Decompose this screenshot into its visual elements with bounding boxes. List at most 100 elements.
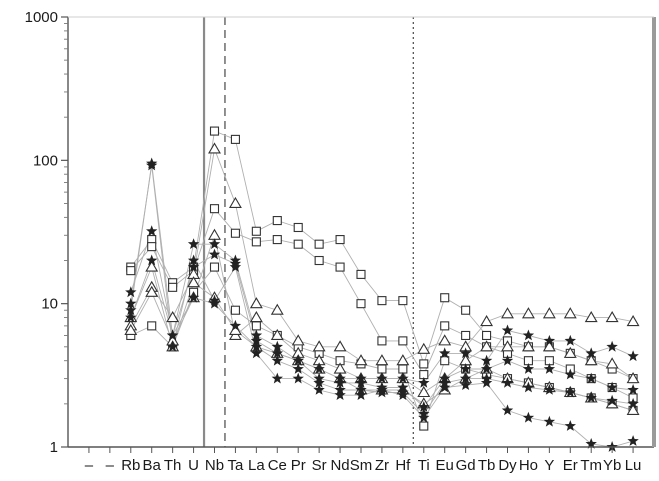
x-tick-label: Sm: [350, 457, 373, 474]
triangle-marker: [480, 340, 494, 352]
x-tick-label: Ce: [268, 457, 287, 474]
star-marker: [313, 363, 325, 374]
square-marker: [230, 134, 240, 144]
square-marker: [335, 262, 345, 272]
square-marker: [230, 228, 240, 238]
y-tick-label: 1: [50, 439, 58, 456]
square-marker: [398, 296, 408, 306]
star-marker: [564, 386, 576, 398]
square-marker: [440, 293, 450, 303]
star-marker: [522, 329, 535, 341]
square-marker: [251, 321, 261, 331]
square-marker: [251, 237, 261, 247]
x-tick-label: U: [188, 457, 199, 474]
star-marker: [418, 376, 430, 388]
star-marker: [459, 347, 472, 359]
triangle-marker: [521, 307, 535, 319]
star-marker: [125, 297, 137, 309]
square-marker: [356, 269, 366, 279]
triangle-marker: [166, 310, 180, 323]
square-marker: [377, 364, 387, 374]
square-marker: [272, 216, 282, 226]
star-marker: [606, 381, 618, 393]
triangle-marker: [501, 307, 514, 319]
star-marker: [334, 389, 346, 400]
square-marker: [251, 226, 261, 236]
star-marker: [564, 368, 576, 380]
star-marker: [250, 334, 263, 346]
star-marker: [459, 363, 472, 374]
star-marker: [564, 420, 576, 431]
star-marker: [187, 254, 200, 266]
y-tick-label: 10: [41, 296, 58, 313]
star-marker: [271, 347, 283, 359]
square-marker: [461, 330, 471, 341]
star-marker: [585, 391, 597, 403]
triangle-marker: [438, 334, 452, 346]
triangle-marker: [145, 260, 159, 272]
star-marker: [292, 363, 304, 374]
triangle-marker: [145, 285, 159, 297]
x-tick-label: –: [85, 457, 94, 474]
x-tick-label: Pr: [291, 457, 306, 474]
square-marker: [440, 321, 450, 331]
triangle-marker: [124, 323, 138, 336]
star-marker: [501, 376, 514, 388]
square-marker: [209, 126, 220, 136]
star-marker: [125, 286, 137, 298]
square-marker: [356, 299, 366, 309]
triangle-marker: [584, 310, 598, 323]
star-marker: [208, 294, 221, 306]
square-marker: [126, 266, 136, 276]
data-markers: [124, 126, 640, 452]
square-marker: [377, 296, 387, 306]
star-marker: [543, 363, 556, 374]
x-tick-label: Ho: [519, 457, 538, 474]
x-tick-label: Tb: [478, 457, 496, 474]
star-marker: [501, 404, 514, 416]
y-axis-ticks: 1 10 100 1000: [25, 9, 68, 456]
square-marker: [168, 282, 178, 292]
triangle-marker: [605, 357, 619, 369]
x-tick-label: Y: [544, 457, 554, 474]
star-marker: [146, 159, 158, 171]
x-axis-ticks: – – Rb Ba Th U Nb Ta La Ce Pr Sr Nd Sm Zr Hf Ti Eu Gd Tb Dy H…: [85, 447, 641, 474]
star-marker: [146, 225, 158, 237]
star-marker: [418, 411, 430, 423]
star-marker: [439, 347, 451, 359]
triangle-marker: [270, 303, 284, 315]
star-marker: [501, 354, 514, 366]
square-marker: [398, 364, 408, 374]
triangle-marker: [354, 354, 368, 366]
square-marker: [147, 321, 157, 331]
x-tick-label: Ba: [143, 457, 162, 474]
star-marker: [522, 411, 535, 423]
star-marker: [313, 384, 325, 395]
star-marker: [501, 324, 514, 336]
star-marker: [292, 354, 304, 366]
triangle-marker: [563, 346, 577, 358]
star-marker: [376, 372, 388, 384]
star-marker: [627, 384, 639, 395]
x-tick-label: Tm: [580, 457, 602, 474]
star-marker: [271, 340, 283, 352]
star-marker: [480, 363, 493, 374]
x-tick-label: Eu: [436, 457, 454, 474]
star-marker: [250, 340, 263, 352]
square-marker: [440, 356, 450, 366]
star-marker: [543, 334, 556, 346]
star-marker: [125, 311, 137, 323]
triangle-marker: [417, 342, 431, 354]
triangle-marker: [187, 276, 201, 288]
star-marker: [229, 319, 242, 331]
x-tick-label: Gd: [456, 457, 476, 474]
triangle-marker: [605, 310, 619, 323]
square-marker: [209, 204, 220, 214]
x-tick-label: Ti: [418, 457, 430, 474]
square-marker: [335, 235, 345, 245]
star-marker: [606, 340, 618, 352]
star-marker: [187, 238, 200, 249]
square-marker: [377, 336, 387, 346]
square-marker: [147, 242, 157, 252]
